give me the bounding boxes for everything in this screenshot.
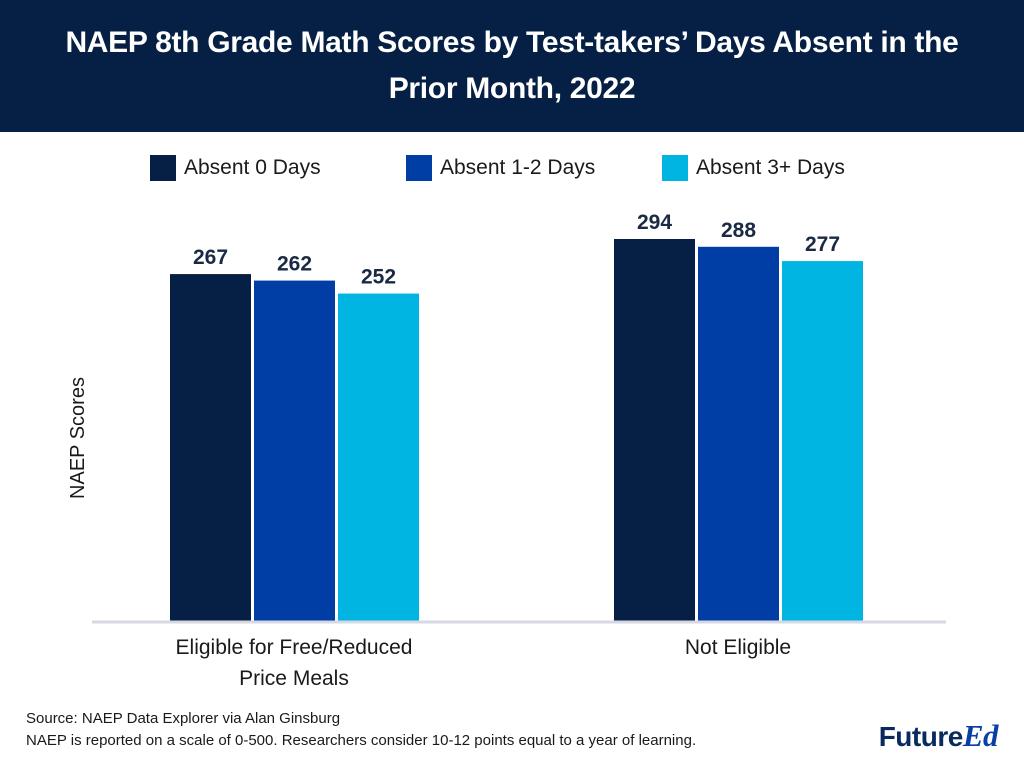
category-labels-layer: Eligible for Free/Reduced Price Meals Not … xyxy=(176,636,792,690)
legend-swatch-absent-0 xyxy=(150,155,176,181)
data-label-eligible-absent-3plus: 252 xyxy=(361,266,396,289)
legend-item-absent-3plus: Absent 3+ Days xyxy=(662,152,845,184)
data-label-not-eligible-absent-3plus: 277 xyxy=(805,233,840,256)
category-label-not-eligible: Not Eligible xyxy=(685,636,791,659)
legend-label-absent-1-2: Absent 1-2 Days xyxy=(440,156,596,179)
legend-label-absent-0: Absent 0 Days xyxy=(184,156,321,179)
source-note: Source: NAEP Data Explorer via Alan Gins… xyxy=(26,710,341,727)
y-axis-label: NAEP Scores xyxy=(67,377,89,499)
bar-chart: 267 262 252 294 288 277 Eligible for Free/Red… xyxy=(67,211,946,690)
legend-label-absent-3plus: Absent 3+ Days xyxy=(696,156,845,179)
legend-swatch-absent-3plus xyxy=(662,155,688,181)
bar-eligible-absent-3plus xyxy=(338,293,419,621)
bar-not-eligible-absent-3plus xyxy=(782,261,863,621)
legend: Absent 0 Days Absent 1-2 Days Absent 3+ … xyxy=(0,152,1024,184)
scale-note: NAEP is reported on a scale of 0-500. Re… xyxy=(26,732,697,749)
data-labels-layer: 267 262 252 294 288 277 xyxy=(193,211,840,289)
data-label-eligible-absent-0: 267 xyxy=(193,246,228,269)
legend-item-absent-1-2: Absent 1-2 Days xyxy=(406,152,595,184)
bars-layer xyxy=(170,239,863,622)
futureed-logo: FutureEd xyxy=(878,718,999,754)
logo-text-main: Future xyxy=(878,721,964,752)
bar-eligible-absent-0 xyxy=(170,274,251,621)
legend-item-absent-0: Absent 0 Days xyxy=(150,152,321,184)
title-banner: NAEP 8th Grade Math Scores by Test-taker… xyxy=(0,0,1024,132)
chart-title: NAEP 8th Grade Math Scores by Test-taker… xyxy=(65,26,959,105)
legend-swatch-absent-1-2 xyxy=(406,155,432,181)
logo-text-accent: Ed xyxy=(962,718,999,753)
data-label-not-eligible-absent-0: 294 xyxy=(637,211,672,234)
footer-notes: Source: NAEP Data Explorer via Alan Gins… xyxy=(26,708,696,752)
bar-not-eligible-absent-1-2 xyxy=(698,246,779,622)
bar-eligible-absent-1-2 xyxy=(254,280,335,621)
data-label-not-eligible-absent-1-2: 288 xyxy=(721,219,756,242)
category-label-eligible: Eligible for Free/Reduced Price Meals xyxy=(176,636,413,690)
bar-not-eligible-absent-0 xyxy=(614,239,695,621)
data-label-eligible-absent-1-2: 262 xyxy=(277,253,312,276)
